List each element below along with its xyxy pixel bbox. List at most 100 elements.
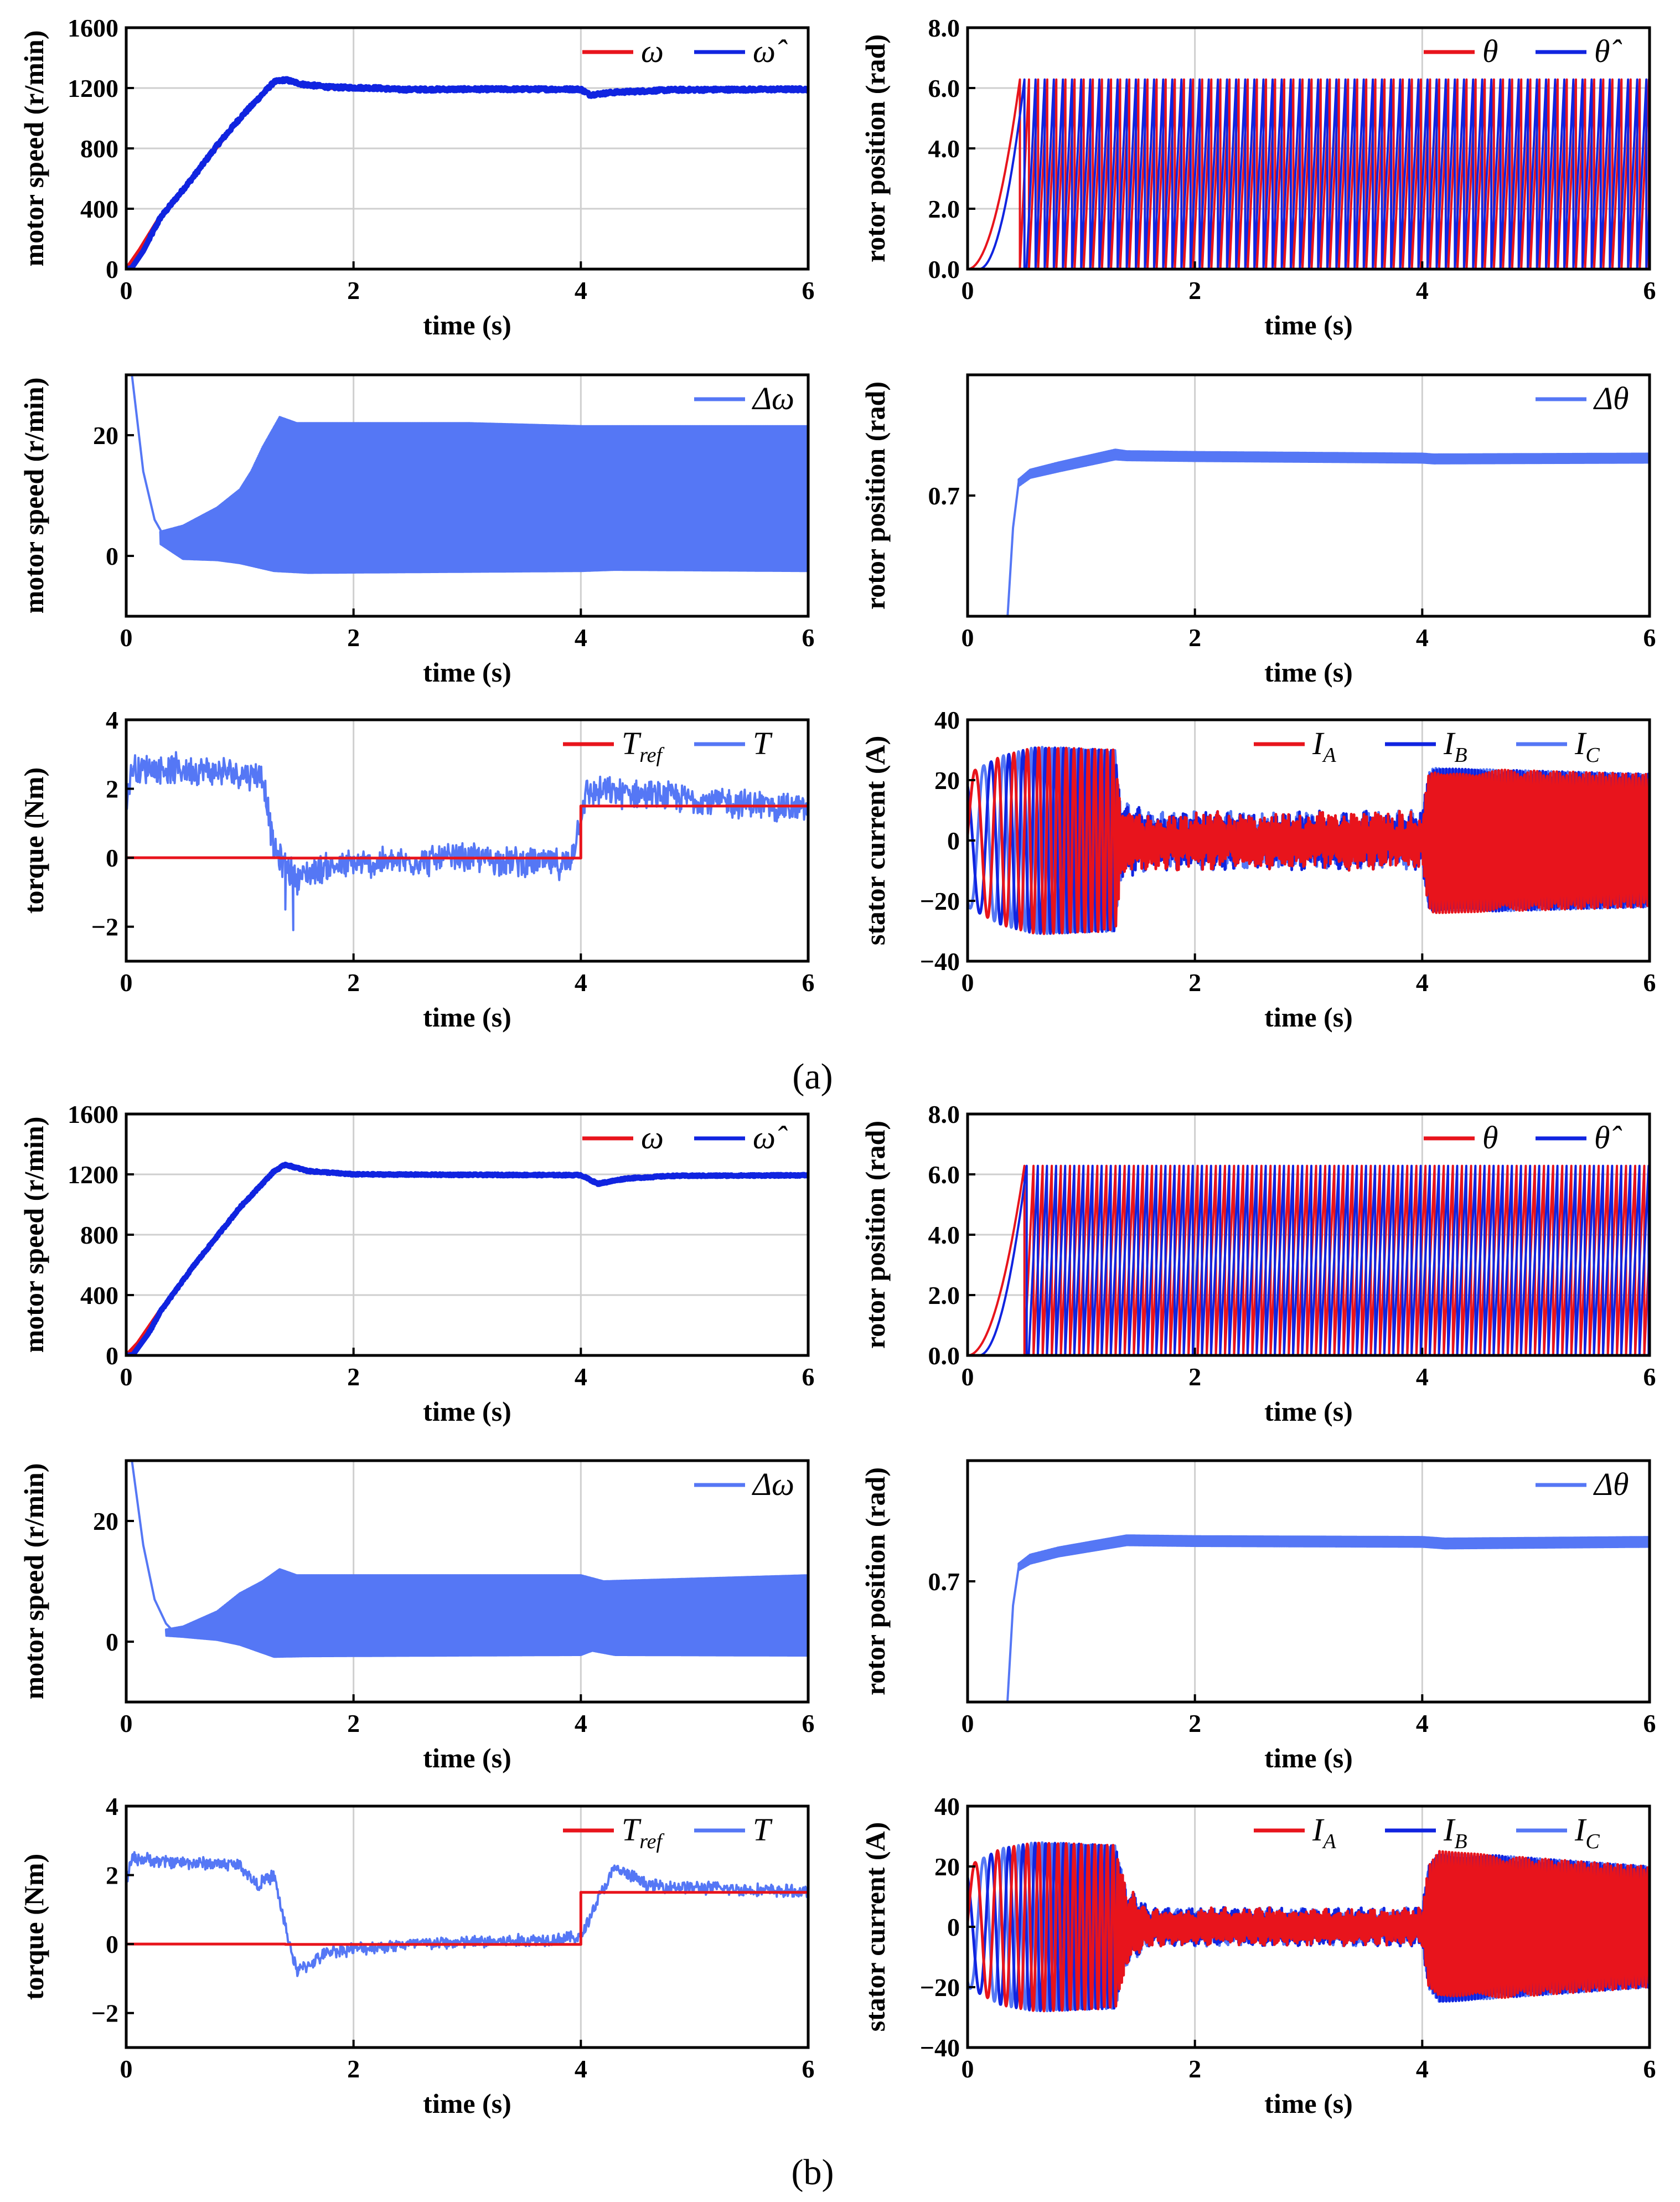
y-tick-label: 2.0: [928, 195, 960, 223]
legend: Δθ: [1536, 1466, 1629, 1502]
legend: Δω: [694, 1466, 794, 1502]
y-tick-label: 0: [106, 1930, 118, 1958]
y-tick-label: 2: [106, 1861, 118, 1890]
y-tick-label: 40: [934, 706, 960, 734]
y-tick-label: 4.0: [928, 1221, 960, 1249]
x-tick-label: 4: [1416, 623, 1429, 652]
x-tick-label: 4: [1416, 276, 1429, 305]
series-trace: [979, 78, 1650, 269]
y-axis-title: stator current (A): [860, 736, 891, 946]
series-current-red: [968, 1842, 1650, 2013]
y-tick-label: −2: [91, 913, 118, 941]
y-tick-label: 0: [106, 255, 118, 283]
y-tick-label: 20: [934, 1853, 960, 1881]
legend-entry-label: θ: [1482, 33, 1498, 69]
series-trace: [1006, 448, 1650, 616]
series-trace: [126, 1461, 808, 1658]
series-Tref: [126, 1891, 808, 1946]
x-tick-label: 2: [1188, 2055, 1201, 2083]
y-axis-title: torque (Nm): [18, 767, 49, 914]
x-tick-label: 4: [575, 1709, 587, 1737]
y-tick-label: 400: [80, 1281, 118, 1309]
y-tick-label: 4.0: [928, 135, 960, 163]
x-tick-label: 2: [1188, 623, 1201, 652]
legend: Δθ: [1536, 380, 1629, 416]
y-tick-label: 1600: [68, 1100, 118, 1128]
x-tick-label: 2: [347, 2055, 360, 2083]
y-tick-label: 1200: [68, 74, 118, 102]
series-current-red: [968, 746, 1650, 935]
x-tick-label: 6: [802, 623, 815, 652]
plot-area: [968, 746, 1650, 935]
x-axis-title: time (s): [423, 2088, 511, 2119]
x-axis-title: time (s): [423, 1396, 511, 1427]
axes-frame: [125, 1804, 810, 2049]
y-tick-label: 1200: [68, 1161, 118, 1189]
y-tick-label: 0: [106, 542, 118, 570]
x-axis-title: time (s): [1264, 657, 1353, 688]
y-axis-title: motor speed (r/min): [18, 1463, 49, 1700]
x-tick-label: 0: [962, 623, 974, 652]
x-tick-label: 2: [347, 1709, 360, 1737]
x-tick-label: 0: [120, 2055, 133, 2083]
y-axis-title: motor speed (r/min): [18, 378, 49, 614]
y-tick-label: −20: [920, 887, 960, 915]
series-trace: [126, 76, 808, 269]
y-tick-label: −2: [91, 1999, 118, 2028]
series-T: [126, 1851, 808, 1977]
y-tick-label: 800: [80, 135, 118, 163]
y-tick-label: 4: [106, 706, 118, 734]
y-tick-label: 4: [106, 1792, 118, 1821]
x-tick-label: 2: [347, 968, 360, 997]
x-tick-label: 4: [575, 1363, 587, 1391]
legend: Δω: [694, 380, 794, 416]
plot-area: [968, 1841, 1650, 2013]
y-tick-label: 6.0: [928, 1161, 960, 1189]
x-axis-title: time (s): [1264, 310, 1353, 341]
y-tick-label: 2: [106, 775, 118, 803]
x-tick-label: 2: [347, 623, 360, 652]
y-tick-label: 8.0: [928, 1100, 960, 1128]
x-tick-label: 6: [1643, 623, 1656, 652]
x-tick-label: 4: [575, 2055, 587, 2083]
series-trace: [968, 78, 1650, 269]
legend: ω̂ω: [582, 1120, 788, 1156]
chart-a-position: 0 2 4 6 0.0 2.0 4.0 6.0 8.0 time (s) rotor positio…: [860, 14, 1656, 341]
x-tick-label: 2: [1188, 276, 1201, 305]
plot-area: [968, 78, 1650, 269]
x-tick-label: 4: [575, 968, 587, 997]
x-tick-label: 6: [802, 968, 815, 997]
plot-area: [126, 1461, 808, 1658]
y-tick-label: 0.0: [928, 1342, 960, 1370]
x-tick-label: 0: [120, 623, 133, 652]
y-tick-label: 40: [934, 1792, 960, 1821]
chart-a-current: 0 2 4 6 −40 −20 0 20 40 time (s) stator current (A…: [860, 706, 1656, 1033]
y-axis-title: rotor position (rad): [860, 1121, 891, 1349]
x-tick-label: 6: [802, 1363, 815, 1391]
x-tick-label: 4: [1416, 1709, 1429, 1737]
x-tick-label: 0: [962, 1709, 974, 1737]
plot-area: [968, 1164, 1650, 1355]
chart-b-current: 0 2 4 6 −40 −20 0 20 40 time (s) stator current (A…: [860, 1792, 1656, 2119]
x-tick-label: 4: [1416, 1363, 1429, 1391]
y-axis-title: motor speed (r/min): [18, 1117, 49, 1353]
x-tick-label: 6: [1643, 276, 1656, 305]
x-tick-label: 0: [120, 1363, 133, 1391]
legend-entry-label: θ: [1482, 1120, 1498, 1156]
chart-a-position-error: 0 2 4 6 0.7 time (s) rotor position (rad) Δθ: [860, 373, 1656, 688]
series-trace: [979, 1164, 1650, 1355]
plot-area: [126, 375, 808, 574]
y-tick-label: −20: [920, 1973, 960, 2002]
x-tick-label: 4: [1416, 2055, 1429, 2083]
legend-entry-label: Δω: [752, 1466, 794, 1502]
y-tick-label: 0.7: [928, 482, 960, 510]
x-tick-label: 0: [120, 1709, 133, 1737]
plot-area: [126, 1162, 808, 1355]
chart-b-speed: 0 2 4 6 0 400 800 1200 1600 time (s) motor speed (…: [18, 1100, 815, 1427]
legend-entry-label: Δω: [752, 380, 794, 416]
